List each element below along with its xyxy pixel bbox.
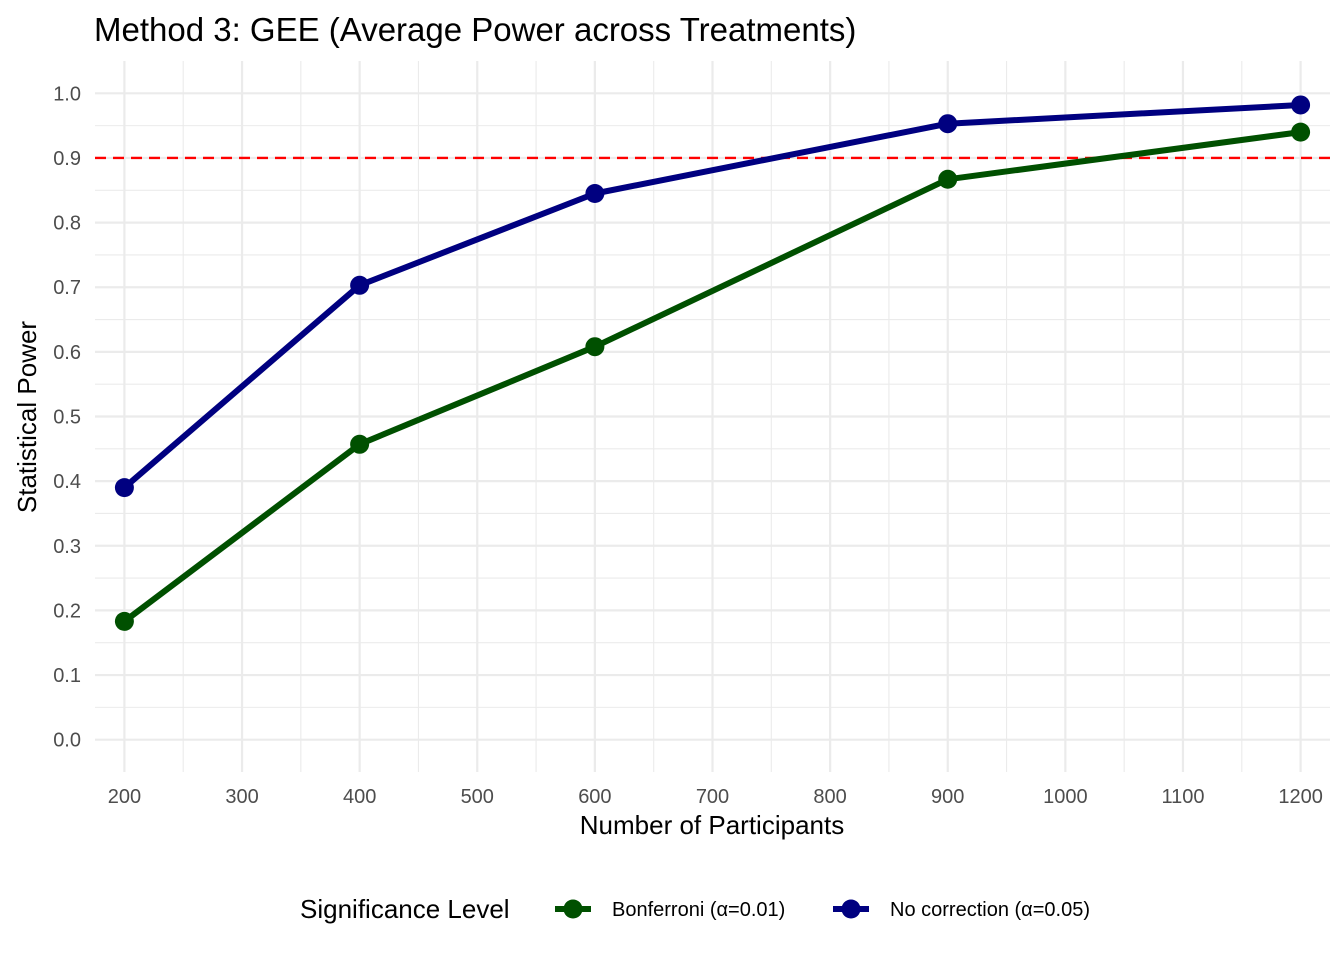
data-point [938,169,958,189]
y-tick-labels: 0.0 0.1 0.2 0.3 0.4 0.5 0.6 0.7 0.8 0.9 1.0 [53,83,81,751]
chart-title: Method 3: GEE (Average Power across Trea… [94,11,856,48]
y-tick-label: 0.2 [53,600,81,622]
series-0 [114,122,1311,631]
y-tick-label: 0.0 [53,730,81,752]
y-tick-label: 0.3 [53,536,81,558]
series-1 [114,95,1311,498]
x-tick-label: 900 [931,786,964,808]
data-point [1291,122,1311,142]
x-tick-label: 300 [225,786,258,808]
data-point [350,275,370,295]
legend-label: Bonferroni (α=0.01) [612,899,785,921]
legend-title: Significance Level [300,894,510,924]
legend-key-point [841,899,861,919]
x-tick-label: 800 [813,786,846,808]
x-tick-label: 500 [461,786,494,808]
data-point [585,184,605,204]
y-tick-label: 0.6 [53,342,81,364]
legend: Significance Level Bonferroni (α=0.01) No… [300,894,1090,924]
x-tick-label: 400 [343,786,376,808]
grid [95,61,1330,772]
x-tick-label: 700 [696,786,729,808]
data-point [585,337,605,357]
x-tick-label: 200 [108,786,141,808]
x-tick-label: 1100 [1161,786,1204,808]
legend-label: No correction (α=0.05) [890,899,1090,921]
y-tick-label: 1.0 [53,83,81,105]
x-axis-label: Number of Participants [580,810,844,840]
y-tick-label: 0.8 [53,213,81,235]
data-point [114,478,134,498]
data-point [1291,95,1311,115]
legend-key-point [563,899,583,919]
x-tick-label: 1000 [1043,786,1088,808]
legend-items: Bonferroni (α=0.01) No correction (α=0.05… [555,899,1090,921]
data-point [938,114,958,134]
x-tick-label: 600 [578,786,611,808]
y-tick-label: 0.5 [53,407,81,429]
y-axis-label: Statistical Power [12,321,42,514]
y-tick-label: 0.9 [53,148,81,170]
data-point [114,611,134,631]
x-tick-label: 1200 [1278,786,1323,808]
legend-item: Bonferroni (α=0.01) [555,899,785,921]
x-tick-labels: 200 300 400 500 600 700 800 900 1000 1100 1200 [108,786,1323,808]
legend-item: No correction (α=0.05) [833,899,1090,921]
data-point [350,434,370,454]
y-tick-label: 0.1 [53,665,81,687]
y-tick-label: 0.4 [53,471,81,493]
series-group [114,95,1311,631]
y-tick-label: 0.7 [53,277,81,299]
